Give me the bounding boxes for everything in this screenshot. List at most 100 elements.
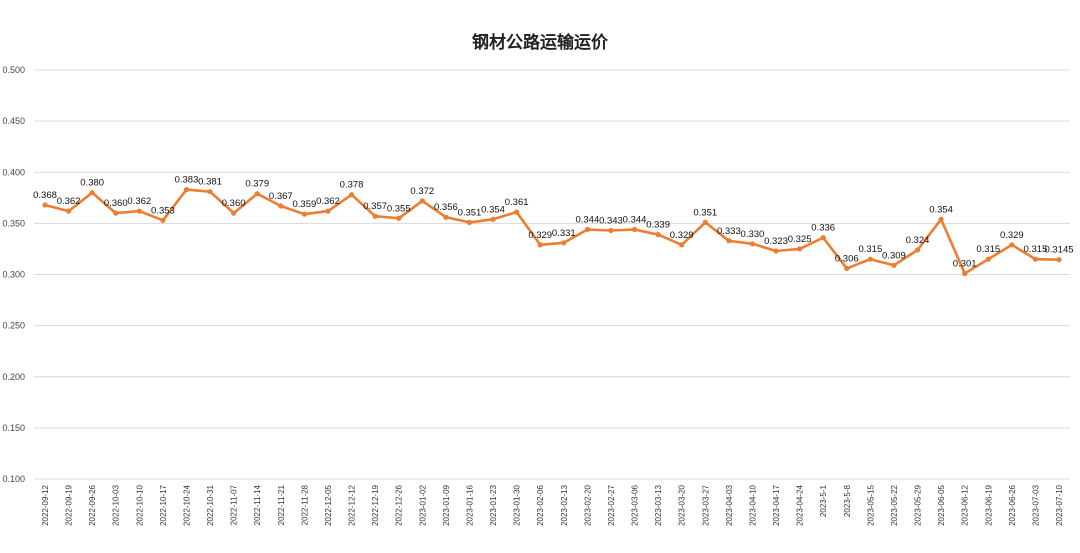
data-point <box>1032 256 1039 262</box>
x-tick-label: 2023-03-20 <box>678 484 687 525</box>
y-tick-label: 0.100 <box>2 474 25 484</box>
data-point <box>42 202 48 208</box>
x-tick-label: 2022-09-26 <box>88 484 97 525</box>
x-tick-label: 2023-04-10 <box>748 484 757 525</box>
data-point <box>490 216 496 222</box>
data-label: 0.360 <box>104 198 128 209</box>
data-point <box>443 214 449 220</box>
x-tick-label: 2023-03-13 <box>654 484 663 525</box>
data-point <box>655 232 661 238</box>
data-point <box>372 213 378 219</box>
data-point <box>136 208 142 214</box>
data-point <box>985 256 991 262</box>
series-markers <box>42 187 1062 277</box>
data-point <box>773 248 779 254</box>
x-tick-label: 2022-11-28 <box>300 484 309 525</box>
data-point <box>301 211 307 217</box>
data-label: 0.315 <box>858 244 882 255</box>
data-label: 0.368 <box>33 190 57 201</box>
data-point <box>962 270 968 277</box>
x-tick-label: 2023-02-13 <box>560 484 569 525</box>
x-tick-label: 2022-09-19 <box>65 484 74 525</box>
x-tick-label: 2022-11-21 <box>277 484 286 525</box>
y-tick-label: 0.500 <box>2 65 25 75</box>
data-point <box>679 242 685 248</box>
x-tick-label: 2023-05-22 <box>890 484 899 525</box>
y-tick-label: 0.200 <box>2 372 25 382</box>
x-tick-label: 2023-04-03 <box>725 484 734 525</box>
data-label: 0.323 <box>764 236 788 247</box>
x-tick-label: 2023-06-19 <box>984 484 993 525</box>
data-point <box>797 246 803 252</box>
data-point <box>466 219 473 225</box>
data-point <box>183 187 190 193</box>
chart-title: 钢材公路运输运价 <box>472 32 609 53</box>
data-point <box>749 241 756 247</box>
y-tick-label: 0.350 <box>2 218 25 228</box>
data-label: 0.329 <box>528 230 552 241</box>
data-point <box>207 189 213 195</box>
data-point <box>89 190 95 196</box>
data-label: 0.362 <box>316 196 340 207</box>
data-point <box>726 238 732 244</box>
data-label: 0.344 <box>623 215 647 226</box>
y-tick-label: 0.450 <box>2 116 25 126</box>
data-point <box>514 209 520 215</box>
x-tick-label: 2022-11-14 <box>253 484 262 525</box>
data-point <box>65 208 72 214</box>
data-label: 0.378 <box>340 180 364 191</box>
x-tick-label: 2023-06-26 <box>1008 484 1017 525</box>
data-label: 0.362 <box>57 196 81 207</box>
y-tick-label: 0.300 <box>2 270 25 280</box>
x-tick-label: 2023-5-1 <box>819 484 828 517</box>
data-point <box>278 203 284 209</box>
data-point <box>325 208 331 214</box>
data-label: 0.315 <box>976 244 1000 255</box>
data-label: 0.379 <box>245 179 269 190</box>
x-tick-label: 2022-10-03 <box>112 484 121 525</box>
data-label: 0.306 <box>835 253 859 264</box>
data-point <box>938 216 944 222</box>
data-point <box>891 262 897 268</box>
data-label: 0.344 <box>575 215 599 226</box>
data-point <box>419 198 425 204</box>
data-point <box>702 219 708 225</box>
data-label: 0.354 <box>929 204 953 215</box>
data-label: 0.355 <box>387 203 411 214</box>
x-tick-label: 2022-12-05 <box>324 484 333 525</box>
x-tick-label: 2023-07-10 <box>1055 484 1064 525</box>
x-tick-label: 2023-06-12 <box>961 484 970 525</box>
x-tick-label: 2023-04-24 <box>796 484 805 525</box>
data-point <box>608 227 614 234</box>
x-tick-label: 2023-03-27 <box>701 484 710 525</box>
data-point <box>537 242 543 248</box>
data-label: 0.301 <box>953 258 977 269</box>
data-point <box>113 210 119 216</box>
x-tick-label: 2023-06-05 <box>937 484 946 525</box>
gridlines <box>34 69 1070 480</box>
data-point <box>844 265 850 271</box>
x-tick-label: 2023-05-15 <box>866 484 875 525</box>
data-point <box>160 217 166 223</box>
data-point <box>584 226 590 233</box>
data-label: 0.372 <box>410 186 434 197</box>
x-tick-label: 2023-01-23 <box>489 484 498 525</box>
x-tick-label: 2022-10-31 <box>206 484 215 525</box>
data-point <box>254 191 260 197</box>
data-label: 0.309 <box>882 250 906 261</box>
data-label: 0.339 <box>646 220 670 231</box>
data-label: 0.315 <box>1024 244 1048 255</box>
data-point <box>1056 257 1062 263</box>
x-tick-label: 2023-02-06 <box>536 484 545 525</box>
data-label: 0.361 <box>505 197 529 208</box>
data-label: 0.357 <box>363 201 387 212</box>
data-label: 0.330 <box>741 229 765 240</box>
y-tick-label: 0.400 <box>2 167 25 177</box>
y-tick-label: 0.150 <box>2 423 25 433</box>
x-tick-label: 2023-01-09 <box>442 484 451 525</box>
x-tick-label: 2022-12-19 <box>371 484 380 525</box>
data-label: 0.380 <box>80 178 104 189</box>
data-label: 0.324 <box>906 235 930 246</box>
data-label: 0.333 <box>717 226 741 237</box>
